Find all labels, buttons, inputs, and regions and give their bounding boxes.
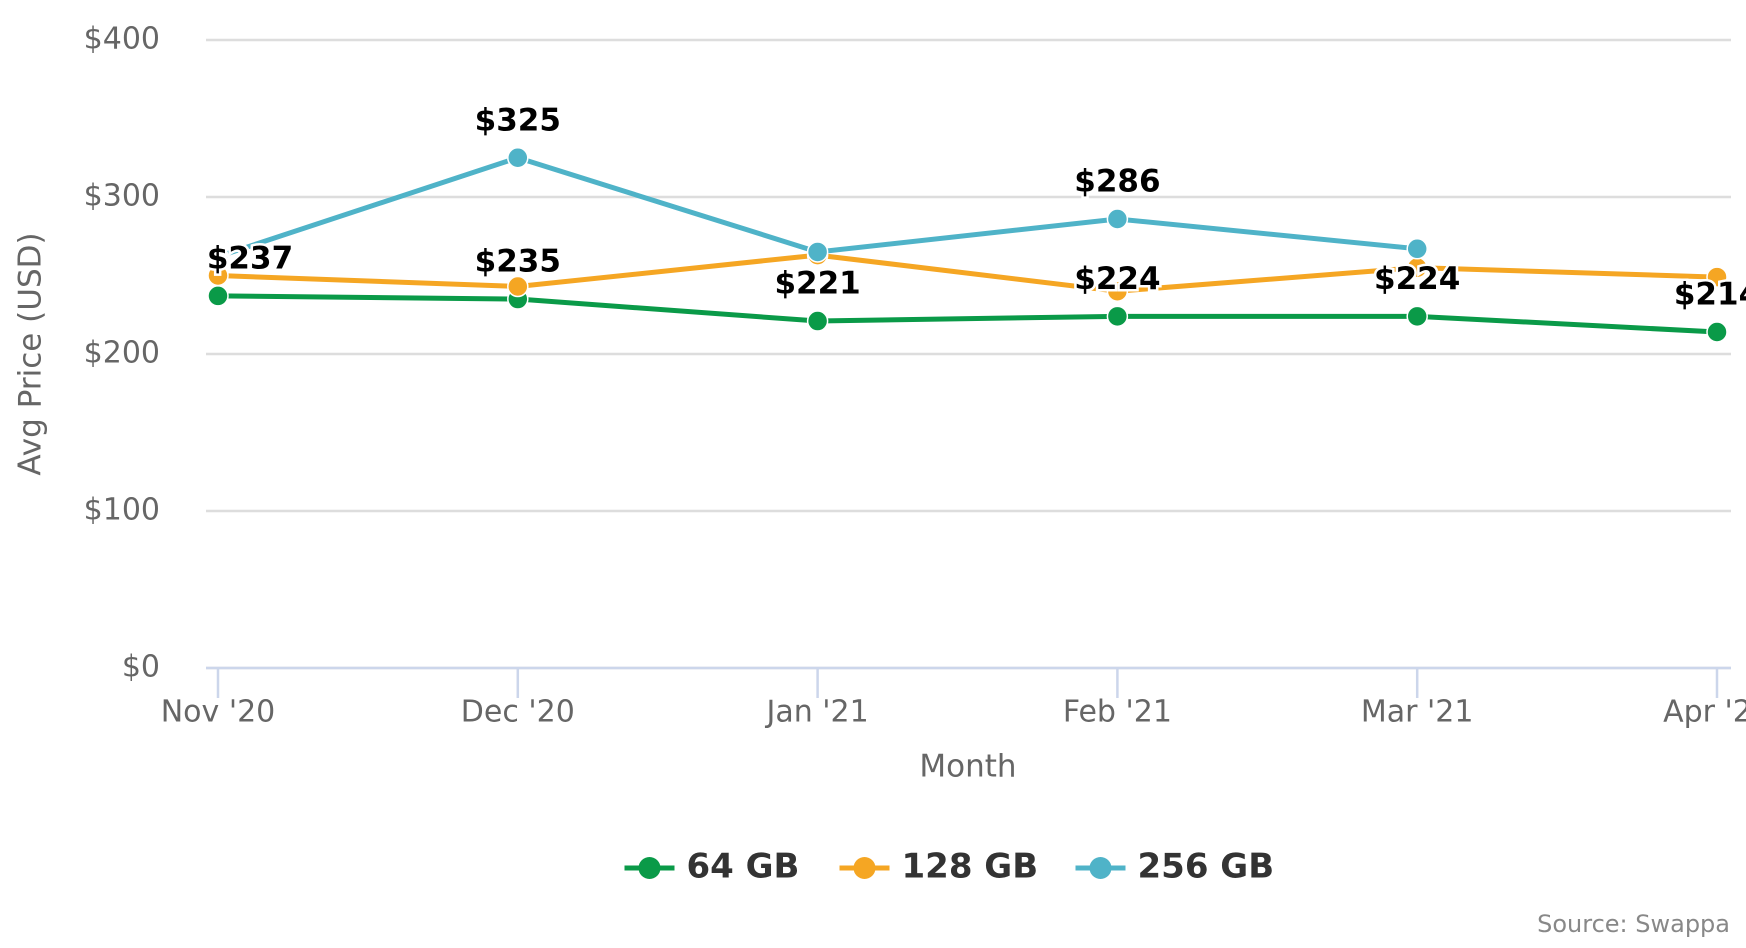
data-label: $235 [475, 244, 561, 280]
legend-label: 64 GB [687, 847, 800, 887]
series-line [217, 293, 1718, 335]
x-tick-label: Apr '21 [1663, 695, 1746, 730]
data-point [507, 147, 529, 169]
data-point [1106, 280, 1129, 302]
y-tick-label: $300 [84, 179, 160, 214]
data-label: $214 [1674, 277, 1746, 313]
data-point [207, 245, 229, 268]
y-tick-label: $200 [84, 336, 160, 371]
data-label: $221 [774, 266, 860, 302]
data-point [1406, 238, 1428, 260]
data-point [207, 285, 229, 307]
data-label: $286 [1074, 163, 1160, 199]
x-axis-label: Month [919, 749, 1016, 785]
legend-marker [1089, 857, 1112, 879]
x-tick-label: Dec '20 [461, 695, 575, 730]
data-point [806, 310, 829, 332]
data-point [1106, 305, 1129, 328]
data-label: $325 [475, 102, 561, 138]
legend-marker [638, 857, 661, 879]
data-label: $224 [1374, 261, 1460, 297]
data-point [1706, 321, 1728, 343]
y-tick-label: $400 [84, 22, 160, 57]
data-point [806, 241, 829, 263]
legend-label: 256 GB [1138, 847, 1275, 887]
y-tick-label: $0 [122, 650, 160, 685]
credit: Source: Swappa [1537, 910, 1730, 938]
data-point [1706, 266, 1728, 288]
y-axis-label: Avg Price (USD) [13, 232, 49, 475]
x-tick-label: Mar '21 [1361, 695, 1474, 730]
series-line [217, 252, 1718, 294]
x-tick-label: Nov '20 [161, 695, 276, 730]
x-tick-label: Feb '21 [1063, 695, 1172, 730]
legend-marker [853, 857, 876, 879]
legend-label: 128 GB [902, 847, 1039, 887]
data-label: $224 [1074, 261, 1160, 297]
data-point [1406, 305, 1428, 328]
data-point [1106, 208, 1129, 230]
x-tick-label: Jan '21 [764, 695, 868, 730]
data-point [507, 275, 529, 298]
y-tick-label: $100 [84, 493, 160, 528]
data-label: $237 [207, 240, 293, 276]
